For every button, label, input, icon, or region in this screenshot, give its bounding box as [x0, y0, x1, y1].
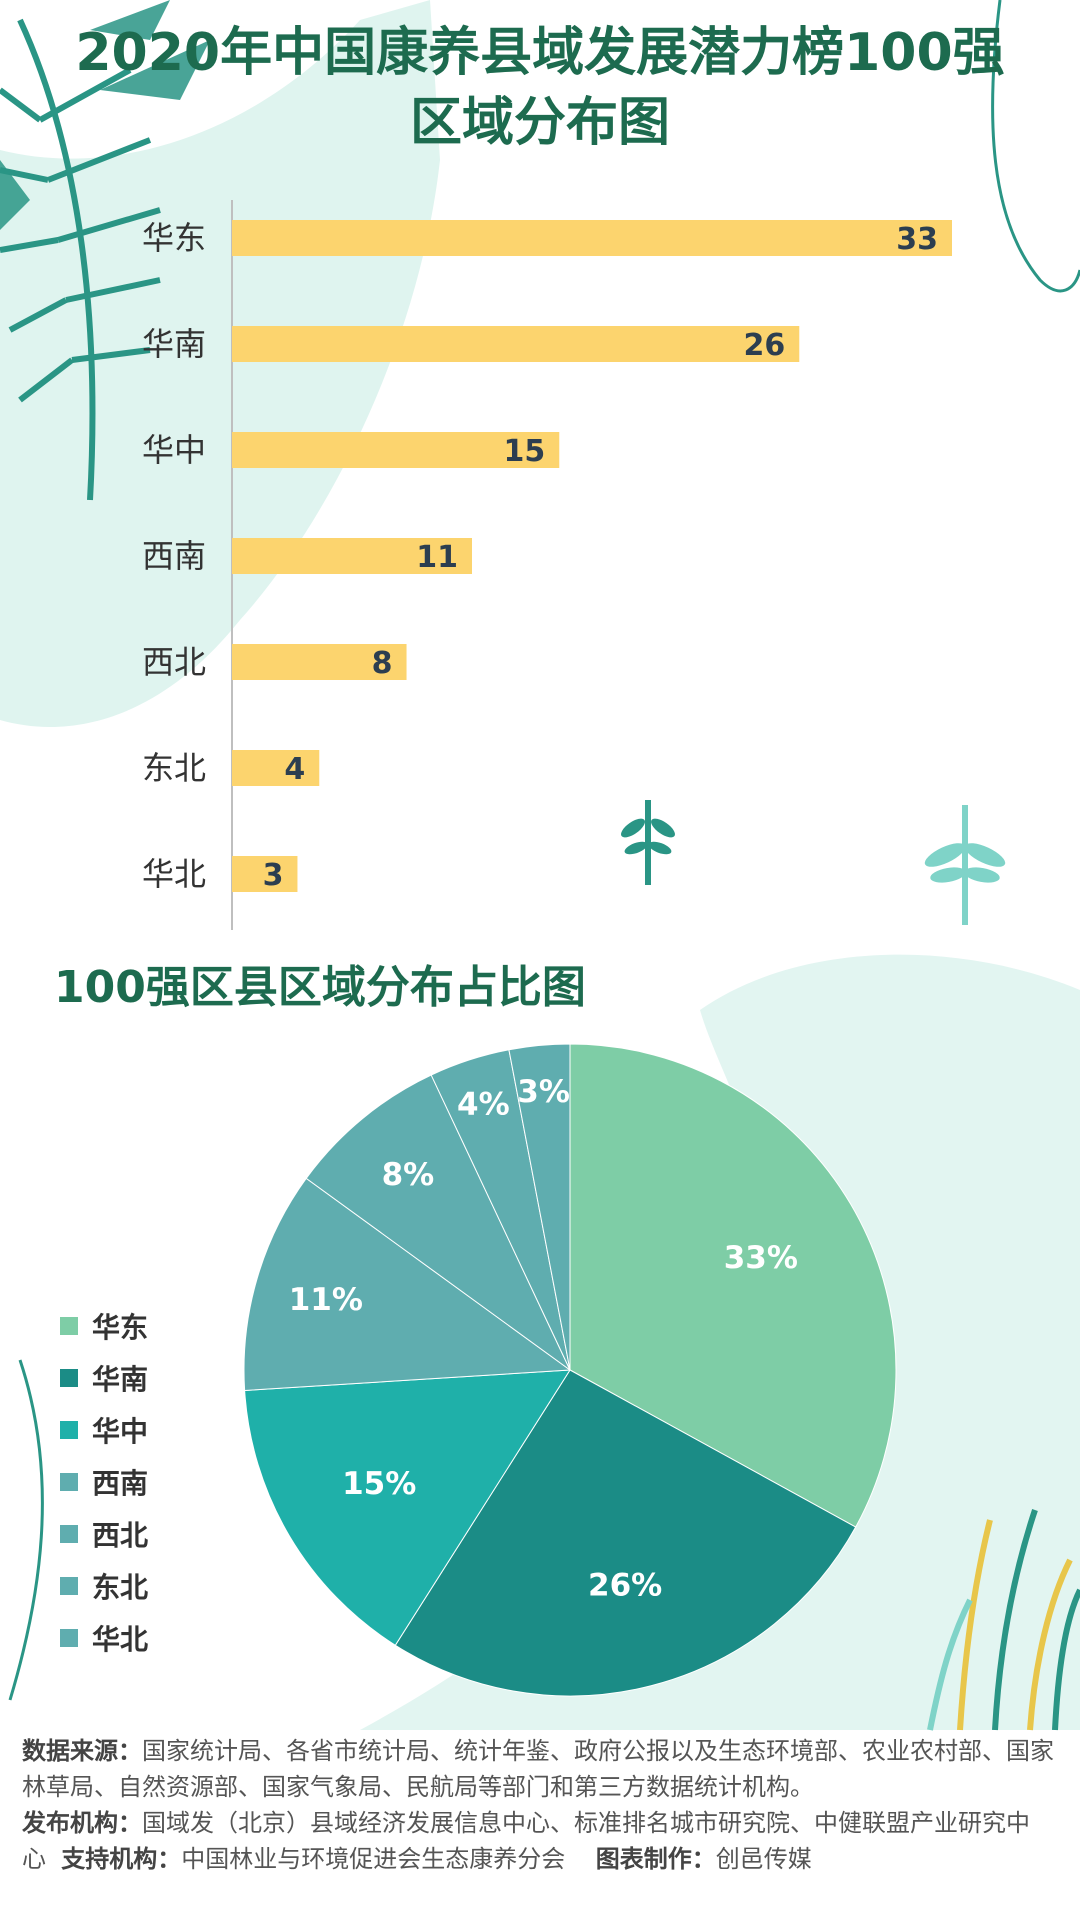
bar-category-label: 华东: [142, 219, 206, 257]
pie-slice: [569, 1043, 897, 1528]
bar: [232, 326, 800, 362]
pie-chart-title: 100强区县区域分布占比图: [54, 962, 586, 1013]
bar-value-label: 4: [284, 752, 305, 787]
legend-item: 华东: [60, 1300, 148, 1352]
bar-category-label: 华中: [142, 431, 206, 469]
legend-swatch: [60, 1421, 78, 1439]
footer-notes: 数据来源：国家统计局、各省市统计局、统计年鉴、政府公报以及生态环境部、农业农村部…: [22, 1733, 1062, 1877]
pie-slice: [305, 1074, 571, 1371]
footer-publisher: 发布机构：国域发（北京）县域经济发展信息中心、标准排名城市研究院、中健联盟产业研…: [22, 1809, 1030, 1873]
legend-swatch: [60, 1629, 78, 1647]
bar-chart: 华东 33 华南 26 华中 15 西南 11 西北 8 东北 4 华北 3: [142, 200, 952, 930]
dragonfly-icon: [621, 800, 675, 885]
legend-label: 西南: [92, 1467, 149, 1500]
pie-slice-label: 33%: [724, 1240, 798, 1276]
legend-item: 东北: [60, 1560, 148, 1612]
pie-slice: [394, 1369, 857, 1697]
legend-item: 华南: [60, 1352, 148, 1404]
legend-label: 华南: [92, 1363, 149, 1396]
bar-category-label: 西北: [142, 643, 206, 681]
bar-category-label: 华北: [142, 855, 206, 893]
legend-swatch: [60, 1473, 78, 1491]
pie-slice: [244, 1369, 571, 1646]
legend-item: 西南: [60, 1456, 148, 1508]
bar: [232, 856, 298, 892]
legend-swatch: [60, 1317, 78, 1335]
bar: [232, 644, 407, 680]
palm-leaf-decoration: [0, 18, 161, 501]
pie-slice: [508, 1043, 571, 1371]
bar-value-label: 15: [504, 434, 546, 469]
pie-legend: 华东华南华中西南西北东北华北: [60, 1300, 148, 1664]
legend-label: 西北: [92, 1519, 149, 1552]
pie-slice-label: 8%: [382, 1157, 435, 1193]
pie-slice-label: 3%: [517, 1074, 570, 1110]
bar-category-label: 华南: [142, 325, 206, 363]
pie-slice-label: 15%: [342, 1466, 416, 1502]
legend-item: 华中: [60, 1404, 148, 1456]
footer-source: 数据来源：国家统计局、各省市统计局、统计年鉴、政府公报以及生态环境部、农业农村部…: [22, 1737, 1054, 1801]
pie-slice: [243, 1177, 572, 1392]
bar: [232, 220, 952, 256]
page-title-line2: 区域分布图: [409, 93, 670, 153]
legend-swatch: [60, 1525, 78, 1543]
bar: [232, 750, 320, 786]
pie-slice-label: 11%: [289, 1282, 363, 1318]
bar-category-label: 西南: [142, 537, 206, 575]
pie-slice-label: 26%: [588, 1568, 662, 1604]
pie-chart: 33% 26% 15% 11% 8% 4% 3%: [243, 1043, 897, 1697]
bar-category-label: 东北: [142, 749, 206, 787]
page-title: 2020年中国康养县域发展潜力榜100强: [75, 23, 1005, 83]
pie-slice-label: 4%: [457, 1086, 510, 1122]
bar: [232, 538, 472, 574]
legend-label: 华东: [92, 1311, 149, 1344]
legend-item: 西北: [60, 1508, 148, 1560]
grass-decoration: [927, 1509, 1080, 1731]
legend-item: 华北: [60, 1612, 148, 1664]
legend-label: 东北: [92, 1571, 149, 1604]
dragonfly-icon: [924, 805, 1006, 925]
legend-swatch: [60, 1369, 78, 1387]
bar-value-label: 26: [744, 328, 786, 363]
legend-swatch: [60, 1577, 78, 1595]
bar-value-label: 3: [263, 858, 284, 893]
bar-value-label: 11: [416, 540, 458, 575]
legend-label: 华北: [92, 1623, 149, 1656]
bar-value-label: 8: [372, 646, 393, 681]
bar-value-label: 33: [896, 222, 938, 257]
legend-label: 华中: [92, 1415, 149, 1448]
bar: [232, 432, 560, 468]
